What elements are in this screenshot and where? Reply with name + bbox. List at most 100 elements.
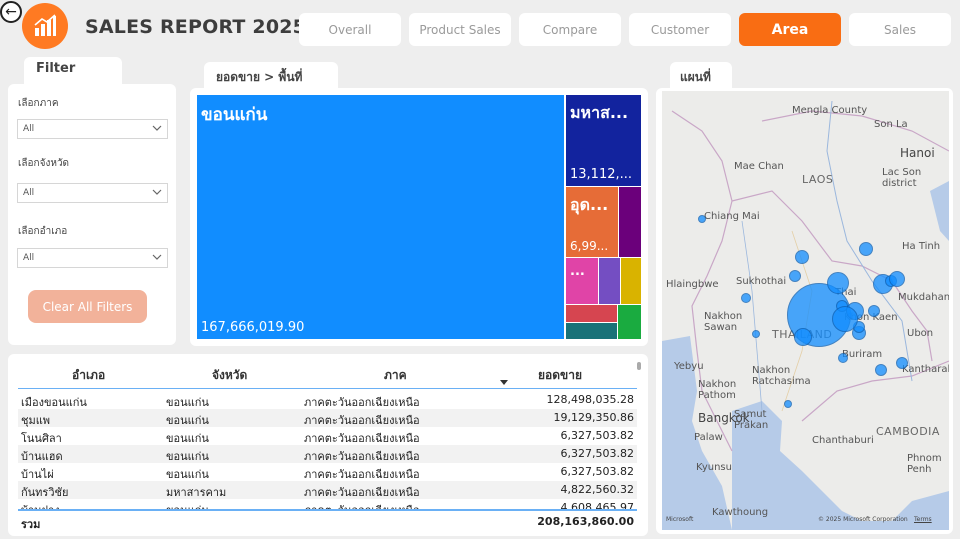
tab-overall[interactable]: Overall: [299, 13, 401, 46]
map-place-label: Kantharalak: [902, 364, 949, 375]
cell-sales: 6,327,503.82: [560, 465, 634, 478]
cell-sales: 19,129,350.86: [553, 411, 634, 424]
clear-filters-button[interactable]: Clear All Filters: [28, 290, 147, 323]
map-terms-link[interactable]: Terms: [914, 516, 932, 523]
map-place-label: Hanoi: [900, 146, 935, 160]
map-place-label: Mengla County: [792, 105, 868, 116]
cell-sales: 6,327,503.82: [560, 429, 634, 442]
tile-label: อุด...: [570, 195, 609, 214]
table-row[interactable]: กันทรวิชัย มหาสารคาม ภาคตะวันออกเฉียงเหน…: [18, 481, 637, 499]
map-bubble[interactable]: [741, 293, 751, 303]
district-label: เลือกอำเภอ: [18, 226, 68, 237]
region-select-value: All: [23, 124, 35, 134]
column-header-sales[interactable]: ยอดขาย: [538, 368, 583, 382]
map-bubble[interactable]: [789, 270, 801, 282]
table-row[interactable]: โนนศิลา ขอนแก่น ภาคตะวันออกเฉียงเหนือ 6,…: [18, 427, 637, 445]
map-bubble[interactable]: [868, 305, 880, 317]
tile-label: ...: [570, 264, 585, 279]
map-place-label: Nakhon Sawan: [704, 311, 743, 333]
table-row[interactable]: ชุมแพ ขอนแก่น ภาคตะวันออกเฉียงเหนือ 19,1…: [18, 409, 637, 427]
cell-district: บ้านแฮด: [21, 450, 63, 463]
map-place-label: Ha Tinh: [902, 241, 941, 252]
map-bubble[interactable]: [827, 272, 849, 294]
cell-region: ภาคตะวันออกเฉียงเหนือ: [304, 414, 420, 427]
map-place-label: Palaw: [694, 432, 723, 443]
treemap-tile[interactable]: [566, 323, 617, 339]
map-bubble[interactable]: [832, 306, 858, 332]
map-bubble[interactable]: [698, 215, 706, 223]
table-row[interactable]: เมืองขอนแก่น ขอนแก่น ภาคตะวันออกเฉียงเหน…: [18, 391, 637, 409]
treemap-tile[interactable]: [619, 187, 641, 257]
column-header-region[interactable]: ภาค: [384, 368, 407, 382]
tile-value: 167,666,019.90: [201, 320, 305, 335]
tab-product-sales[interactable]: Product Sales: [409, 13, 511, 46]
tab-area[interactable]: Area: [739, 13, 841, 46]
map-title: แผนที่: [670, 62, 732, 89]
treemap-tile[interactable]: [599, 258, 620, 304]
back-button[interactable]: ←: [0, 1, 22, 23]
map-place-label: Khon Kaen: [844, 312, 898, 323]
province-select-value: All: [23, 188, 35, 198]
map-place-label: Buriram: [842, 349, 883, 360]
cell-region: ภาคตะวันออกเฉียงเหนือ: [304, 396, 420, 409]
map-bubble[interactable]: [859, 242, 873, 256]
tile-value: 6,99...: [570, 239, 609, 253]
bar-chart-icon: [34, 14, 56, 36]
table-row[interactable]: บ้านแฮด ขอนแก่น ภาคตะวันออกเฉียงเหนือ 6,…: [18, 445, 637, 463]
treemap-tile-khonkaen[interactable]: ขอนแก่น 167,666,019.90: [197, 95, 564, 339]
scrollbar[interactable]: [637, 362, 641, 370]
region-select[interactable]: All: [17, 119, 168, 139]
treemap-tile[interactable]: [621, 258, 641, 304]
cell-sales: 128,498,035.28: [546, 393, 634, 406]
treemap-tile-udon[interactable]: อุด... 6,99...: [566, 187, 618, 257]
table-row[interactable]: บ้านฝาง ขอนแก่น ภาคตะวันออกเฉียงเหนือ 4,…: [18, 499, 637, 509]
chevron-down-icon: [152, 189, 162, 195]
map-bubble[interactable]: [752, 330, 760, 338]
tab-customer[interactable]: Customer: [629, 13, 731, 46]
map-place-label: Hlaingbwe: [666, 279, 719, 290]
total-label: รวม: [21, 518, 41, 531]
filter-panel: เลือกภาค All เลือกจังหวัด All เลือกอำเภอ…: [8, 84, 176, 345]
cell-district: กันทรวิชัย: [21, 486, 69, 499]
sort-desc-icon[interactable]: [499, 379, 509, 387]
district-select[interactable]: All: [17, 248, 168, 268]
treemap-tile[interactable]: ...: [566, 258, 598, 304]
tab-sales[interactable]: Sales: [849, 13, 951, 46]
map-bubble[interactable]: [889, 271, 905, 287]
map-place-label: Lac Son district: [882, 167, 922, 189]
map-bubble[interactable]: [794, 328, 812, 346]
map-bubble[interactable]: [795, 250, 809, 264]
map-place-label: Son La: [874, 119, 908, 130]
treemap-tile-mahasarakham[interactable]: มหาส... 13,112,...: [566, 95, 641, 186]
map-bubble[interactable]: [896, 357, 908, 369]
divider: [18, 388, 637, 389]
map-bubble[interactable]: [875, 364, 887, 376]
cell-province: ขอนแก่น: [166, 450, 209, 463]
cell-district: โนนศิลา: [21, 432, 62, 445]
treemap-tile[interactable]: [618, 305, 641, 339]
chevron-down-icon: [152, 254, 162, 260]
column-header-province[interactable]: จังหวัด: [212, 368, 248, 382]
bubble-map[interactable]: Mengla County Son La Hanoi Mae Chan LAOS…: [662, 91, 949, 530]
cell-sales: 4,822,560.32: [560, 483, 634, 496]
map-bubble[interactable]: [784, 400, 792, 408]
page-title: SALES REPORT 2025: [85, 16, 307, 38]
cell-region: ภาคตะวันออกเฉียงเหนือ: [304, 432, 420, 445]
tab-compare[interactable]: Compare: [519, 13, 621, 46]
province-select[interactable]: All: [17, 183, 168, 203]
map-place-label: Mae Chan: [734, 161, 784, 172]
map-place-label: Nakhon Pathom: [698, 379, 737, 401]
map-bubble[interactable]: [838, 353, 848, 363]
map-place-label: Thai: [835, 287, 857, 298]
map-place-label: Samut Prakan: [734, 409, 769, 431]
cell-province: ขอนแก่น: [166, 468, 209, 481]
tile-value: 13,112,...: [570, 167, 633, 182]
total-value: 208,163,860.00: [537, 515, 634, 528]
region-label: เลือกภาค: [18, 98, 59, 109]
cell-sales: 6,327,503.82: [560, 447, 634, 460]
treemap-tile[interactable]: [566, 305, 617, 322]
column-header-district[interactable]: อำเภอ: [72, 368, 106, 382]
map-place-label: Nakhon Ratchasima: [752, 365, 811, 387]
map-place-label: LAOS: [802, 173, 834, 186]
table-row[interactable]: บ้านไผ่ ขอนแก่น ภาคตะวันออกเฉียงเหนือ 6,…: [18, 463, 637, 481]
